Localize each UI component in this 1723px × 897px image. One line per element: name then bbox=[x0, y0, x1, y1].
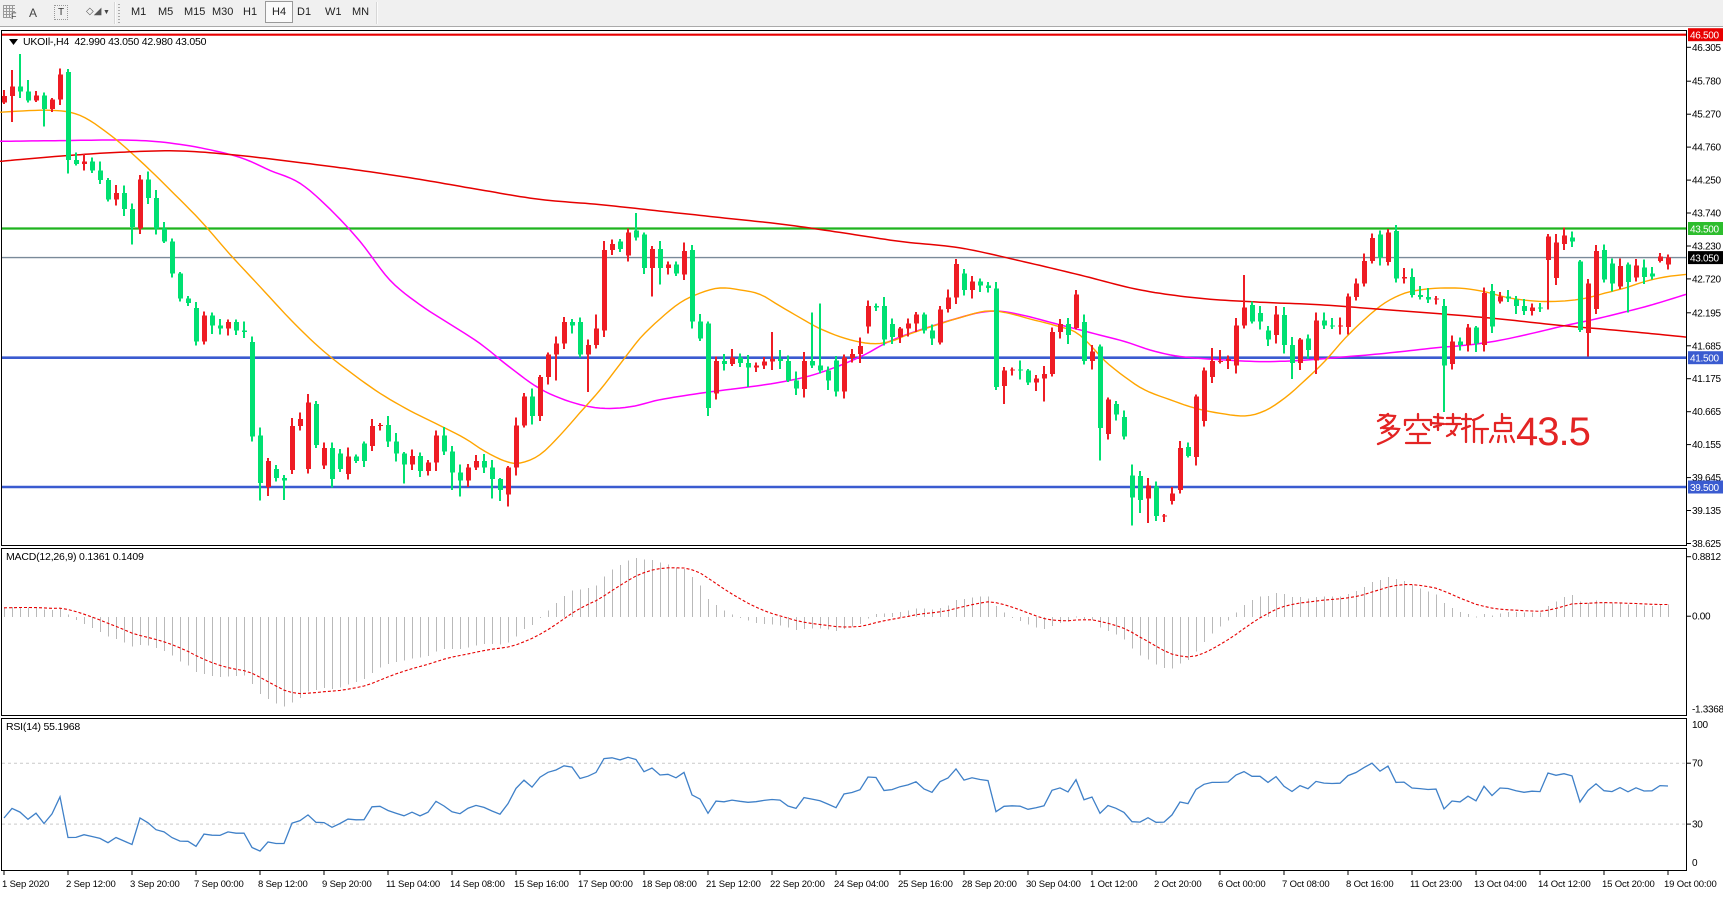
svg-text:6 Oct 00:00: 6 Oct 00:00 bbox=[1218, 879, 1265, 890]
svg-text:2 Sep 12:00: 2 Sep 12:00 bbox=[66, 879, 116, 890]
svg-text:41.175: 41.175 bbox=[1692, 374, 1722, 385]
svg-text:25 Sep 16:00: 25 Sep 16:00 bbox=[898, 879, 953, 890]
svg-text:43.230: 43.230 bbox=[1692, 242, 1722, 253]
svg-text:41.500: 41.500 bbox=[1690, 354, 1720, 365]
svg-text:21 Sep 12:00: 21 Sep 12:00 bbox=[706, 879, 761, 890]
svg-text:0: 0 bbox=[1692, 858, 1698, 869]
svg-text:44.250: 44.250 bbox=[1692, 176, 1722, 187]
svg-text:9 Sep 20:00: 9 Sep 20:00 bbox=[322, 879, 372, 890]
svg-text:46.305: 46.305 bbox=[1692, 43, 1722, 54]
svg-text:43.500: 43.500 bbox=[1690, 225, 1720, 236]
svg-text:24 Sep 04:00: 24 Sep 04:00 bbox=[834, 879, 889, 890]
svg-text:-1.3368: -1.3368 bbox=[1692, 705, 1723, 716]
svg-text:28 Sep 20:00: 28 Sep 20:00 bbox=[962, 879, 1017, 890]
svg-text:30 Sep 04:00: 30 Sep 04:00 bbox=[1026, 879, 1081, 890]
svg-text:MACD(12,26,9) 0.1361 0.1409: MACD(12,26,9) 0.1361 0.1409 bbox=[6, 551, 144, 563]
svg-text:8 Oct 16:00: 8 Oct 16:00 bbox=[1346, 879, 1393, 890]
svg-text:UKOIl-,H4 42.990 43.050 42.98: UKOIl-,H4 42.990 43.050 42.980 43.050 bbox=[23, 36, 207, 48]
svg-text:3 Sep 20:00: 3 Sep 20:00 bbox=[130, 879, 180, 890]
svg-text:1 Oct 12:00: 1 Oct 12:00 bbox=[1090, 879, 1137, 890]
svg-text:19 Oct 00:00: 19 Oct 00:00 bbox=[1664, 879, 1717, 890]
svg-text:43.050: 43.050 bbox=[1690, 254, 1720, 265]
svg-text:43.5: 43.5 bbox=[1516, 410, 1590, 454]
svg-text:100: 100 bbox=[1692, 720, 1709, 731]
svg-text:15 Oct 20:00: 15 Oct 20:00 bbox=[1602, 879, 1655, 890]
svg-text:17 Sep 00:00: 17 Sep 00:00 bbox=[578, 879, 633, 890]
svg-text:7 Sep 00:00: 7 Sep 00:00 bbox=[194, 879, 244, 890]
svg-text:1 Sep 2020: 1 Sep 2020 bbox=[2, 879, 49, 890]
svg-text:11 Oct 23:00: 11 Oct 23:00 bbox=[1410, 879, 1462, 890]
svg-text:44.760: 44.760 bbox=[1692, 143, 1722, 154]
svg-text:RSI(14) 55.1968: RSI(14) 55.1968 bbox=[6, 721, 80, 733]
svg-text:7 Oct 08:00: 7 Oct 08:00 bbox=[1282, 879, 1329, 890]
svg-text:0.8812: 0.8812 bbox=[1692, 552, 1722, 563]
svg-text:18 Sep 08:00: 18 Sep 08:00 bbox=[642, 879, 697, 890]
svg-text:39.645: 39.645 bbox=[1692, 473, 1722, 484]
svg-text:41.685: 41.685 bbox=[1692, 341, 1722, 352]
svg-text:45.780: 45.780 bbox=[1692, 77, 1722, 88]
svg-text:39.135: 39.135 bbox=[1692, 506, 1722, 517]
svg-text:42.195: 42.195 bbox=[1692, 308, 1722, 319]
svg-text:42.720: 42.720 bbox=[1692, 274, 1722, 285]
svg-text:70: 70 bbox=[1692, 759, 1703, 770]
svg-text:22 Sep 20:00: 22 Sep 20:00 bbox=[770, 879, 825, 890]
svg-text:39.500: 39.500 bbox=[1690, 483, 1720, 494]
svg-text:13 Oct 04:00: 13 Oct 04:00 bbox=[1474, 879, 1527, 890]
svg-text:30: 30 bbox=[1692, 820, 1703, 831]
svg-text:2 Oct 20:00: 2 Oct 20:00 bbox=[1154, 879, 1201, 890]
svg-text:45.270: 45.270 bbox=[1692, 110, 1722, 121]
svg-text:0.00: 0.00 bbox=[1692, 612, 1711, 623]
svg-text:11 Sep 04:00: 11 Sep 04:00 bbox=[386, 879, 440, 890]
svg-text:46.500: 46.500 bbox=[1690, 31, 1720, 42]
svg-text:40.665: 40.665 bbox=[1692, 407, 1722, 418]
svg-text:15 Sep 16:00: 15 Sep 16:00 bbox=[514, 879, 569, 890]
svg-text:43.740: 43.740 bbox=[1692, 209, 1722, 220]
svg-text:14 Sep 08:00: 14 Sep 08:00 bbox=[450, 879, 505, 890]
svg-text:38.625: 38.625 bbox=[1692, 539, 1722, 550]
svg-text:14 Oct 12:00: 14 Oct 12:00 bbox=[1538, 879, 1591, 890]
svg-text:40.155: 40.155 bbox=[1692, 440, 1722, 451]
svg-text:8 Sep 12:00: 8 Sep 12:00 bbox=[258, 879, 308, 890]
